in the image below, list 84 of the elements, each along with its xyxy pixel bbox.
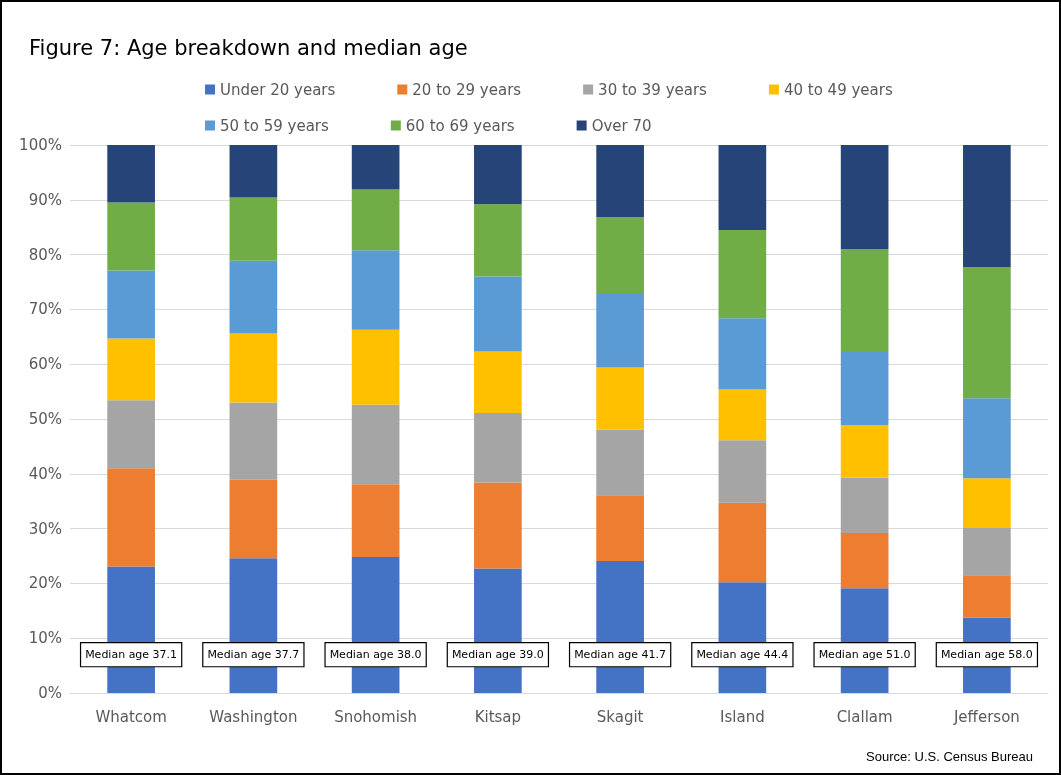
chart-title: Figure 7: Age breakdown and median age <box>29 35 468 60</box>
bar <box>596 367 644 430</box>
bar <box>474 482 522 569</box>
legend-label: Over 70 <box>591 116 652 135</box>
bar <box>718 389 767 441</box>
bar <box>474 145 522 205</box>
annotation: Median age 51.0 <box>818 648 911 662</box>
bar <box>963 575 1011 618</box>
bar <box>474 276 522 352</box>
bar <box>107 400 155 469</box>
bar <box>229 479 278 559</box>
bar <box>107 202 155 271</box>
y-tick-label: 40% <box>28 464 62 483</box>
bar <box>963 267 1011 399</box>
annotation: Median age 39.0 <box>451 648 544 662</box>
bar <box>229 260 278 334</box>
bar <box>229 145 278 198</box>
y-tick-label: 50% <box>28 410 62 428</box>
bar <box>596 495 644 561</box>
x-tick-label: Kitsap <box>474 707 522 726</box>
legend-label: 60 to 69 years <box>405 116 515 135</box>
bar <box>718 145 767 230</box>
bar <box>229 402 278 480</box>
bar <box>718 502 767 583</box>
y-tick-label: 90% <box>28 190 62 209</box>
x-tick-label: Snohomish <box>334 707 418 726</box>
legend-label: 50 to 59 years <box>220 116 329 135</box>
annotation: Median age 37.1 <box>85 648 178 662</box>
x-tick-label: Skagit <box>596 707 644 726</box>
annotation: Median age 41.7 <box>574 648 667 662</box>
x-tick-label: Clallam <box>836 707 893 726</box>
bar <box>107 338 155 401</box>
annotation: Median age 44.4 <box>696 648 789 662</box>
annotation: Median age 38.0 <box>329 648 422 662</box>
bar <box>351 404 400 485</box>
bar <box>963 145 1011 268</box>
bar <box>840 532 889 589</box>
y-tick-label: 60% <box>28 355 62 374</box>
bar <box>107 145 155 203</box>
y-tick-label: 20% <box>28 574 62 593</box>
bar <box>840 249 889 352</box>
x-tick-label: Washington <box>209 707 298 726</box>
legend-label: 40 to 49 years <box>783 80 893 99</box>
legend-label: 20 to 29 years <box>412 80 522 99</box>
bar <box>718 318 767 390</box>
bar <box>107 270 155 339</box>
bar <box>229 333 278 403</box>
bar <box>474 412 522 483</box>
bar <box>596 217 644 295</box>
legend-label: Under 20 years <box>220 80 336 99</box>
bar <box>718 440 767 503</box>
bar <box>596 429 644 496</box>
bar <box>229 197 278 261</box>
bar <box>840 145 889 250</box>
bar <box>963 528 1011 576</box>
bar <box>351 189 400 251</box>
y-tick-label: 0% <box>38 684 62 702</box>
bar <box>840 477 889 533</box>
y-tick-label: 80% <box>28 245 62 264</box>
y-tick-label: 70% <box>28 300 62 319</box>
bar <box>351 329 400 405</box>
bar <box>107 468 155 567</box>
bar <box>596 294 644 368</box>
y-tick-label: 100% <box>19 136 62 154</box>
source-note: Source: U.S. Census Bureau <box>866 749 1033 764</box>
annotation: Median age 58.0 <box>940 648 1033 662</box>
bar <box>474 204 522 277</box>
x-tick-label: Jefferson <box>952 707 1020 726</box>
y-tick-label: 30% <box>28 519 62 538</box>
bar <box>351 250 400 330</box>
x-tick-label: Island <box>720 707 765 726</box>
legend-label: 30 to 39 years <box>598 80 708 99</box>
bar <box>351 145 400 190</box>
x-tick-label: Whatcom <box>95 707 167 726</box>
y-tick-label: 10% <box>28 629 62 648</box>
bar <box>840 425 889 478</box>
bar <box>963 398 1011 479</box>
annotation: Median age 37.7 <box>207 648 300 662</box>
bar <box>963 478 1011 529</box>
bar <box>351 484 400 558</box>
bar <box>596 145 644 218</box>
bar <box>840 351 889 426</box>
bar <box>718 229 767 319</box>
bar <box>474 351 522 413</box>
